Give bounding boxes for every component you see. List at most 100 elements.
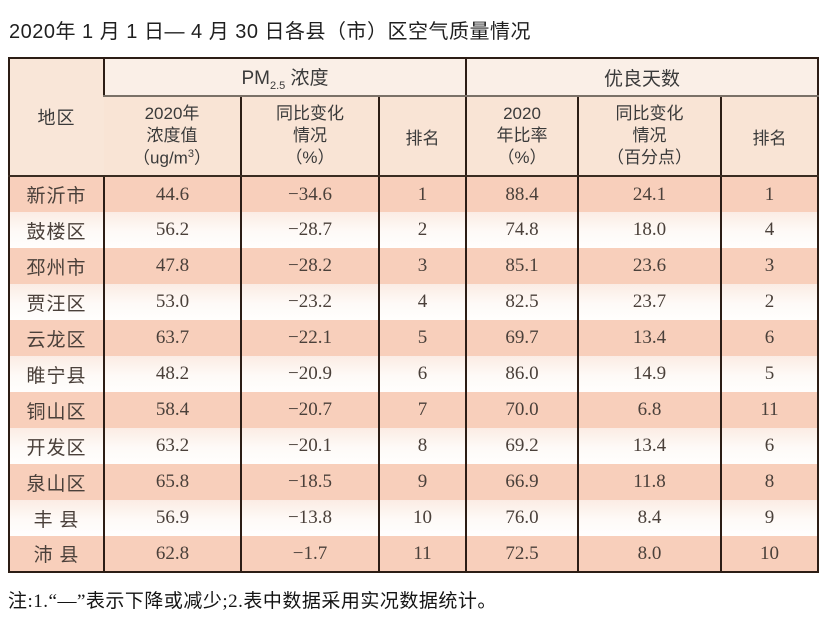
table-row: 云龙区 63.7 −22.1 5 69.7 13.4 6: [9, 320, 818, 356]
col-header-good-rate: 2020 年比率 （%）: [465, 96, 578, 177]
cell-pm-change: −23.2: [240, 284, 379, 320]
cell-pm-value: 56.2: [103, 212, 241, 248]
header-line: （%）: [497, 147, 547, 167]
cell-pm-rank: 2: [378, 212, 466, 248]
header-line: 年比率: [496, 126, 548, 146]
cell-pm-rank: 7: [378, 392, 466, 428]
cell-good-rate: 86.0: [465, 356, 578, 392]
cell-pm-value: 62.8: [103, 536, 241, 572]
col-header-region: 地区: [9, 58, 104, 177]
cell-pm-rank: 1: [378, 176, 466, 212]
cell-pm-change: −20.9: [240, 356, 379, 392]
cell-region: 新沂市: [26, 186, 87, 207]
cell-region: 鼓楼区: [26, 221, 87, 243]
cell-good-change: 8.0: [577, 536, 721, 572]
cell-pm-value: 48.2: [103, 356, 241, 392]
cell-good-rank: 9: [720, 500, 818, 536]
cell-pm-value: 56.9: [103, 500, 241, 536]
col-header-pm-change: 同比变化 情况 （%）: [240, 96, 379, 177]
cell-pm-change: −22.1: [240, 320, 379, 356]
header-group-row: 地区 PM2.5 浓度 优良天数: [9, 58, 818, 177]
cell-pm-value: 58.4: [103, 392, 241, 428]
col-group-pm25: PM2.5 浓度: [103, 58, 466, 97]
cell-pm-value: 65.8: [103, 464, 241, 500]
table-row: 贾汪区 53.0 −23.2 4 82.5 23.7 2: [9, 284, 818, 320]
pm25-subscript: 2.5: [269, 79, 286, 92]
cell-pm-rank: 4: [378, 284, 466, 320]
cell-good-rank: 5: [720, 356, 818, 392]
table-row: 睢宁县 48.2 −20.9 6 86.0 14.9 5: [9, 356, 818, 392]
cell-pm-rank: 5: [378, 320, 466, 356]
cell-good-rate: 66.9: [465, 464, 578, 500]
pm25-label-prefix: PM: [241, 67, 270, 89]
header-line: （百分点）: [607, 147, 692, 167]
cell-good-rank: 8: [720, 464, 818, 500]
air-quality-table: 地区 PM2.5 浓度 优良天数 2020年 浓度值 （ug/m3） 同比变化 …: [8, 57, 819, 573]
cell-region: 睢宁县: [26, 365, 87, 387]
cell-pm-value: 63.2: [103, 428, 241, 464]
cell-pm-rank: 6: [378, 356, 466, 392]
cell-pm-change: −34.6: [240, 176, 379, 212]
cell-pm-rank: 11: [378, 536, 466, 572]
header-sub-row: 2020年 浓度值 （ug/m3） 同比变化 情况 （%） 排名 2020 年比…: [9, 96, 818, 177]
header-line: 情况: [293, 126, 327, 146]
cell-good-change: 23.6: [577, 248, 721, 284]
header-line: 2020年: [144, 104, 200, 124]
cell-pm-value: 63.7: [103, 320, 241, 356]
cell-good-rank: 3: [720, 248, 818, 284]
footnote: 注:1.“—”表示下降或减少;2.表中数据采用实况数据统计。: [8, 591, 497, 612]
cell-pm-change: −28.2: [240, 248, 379, 284]
header-line: （ug/m3）: [104, 147, 240, 169]
cell-good-rate: 85.1: [465, 248, 578, 284]
cell-region: 泉山区: [26, 473, 87, 495]
cell-good-rank: 1: [720, 176, 818, 212]
col-header-pm-value: 2020年 浓度值 （ug/m3）: [104, 96, 241, 177]
cell-pm-rank: 3: [378, 248, 466, 284]
cell-good-rank: 10: [720, 536, 818, 572]
cell-pm-change: −20.7: [240, 392, 379, 428]
unit-suffix: ）: [193, 148, 211, 168]
cell-good-rate: 70.0: [465, 392, 578, 428]
cell-good-change: 13.4: [577, 428, 721, 464]
cell-good-rate: 88.4: [465, 176, 578, 212]
cell-pm-change: −28.7: [240, 212, 379, 248]
cell-good-rate: 69.2: [465, 428, 578, 464]
col-header-pm-rank: 排名: [378, 96, 466, 177]
cell-pm-value: 53.0: [103, 284, 241, 320]
cell-pm-change: −1.7: [240, 536, 379, 572]
cell-good-change: 18.0: [577, 212, 721, 248]
header-line: （%）: [285, 147, 335, 167]
table-row: 鼓楼区 56.2 −28.7 2 74.8 18.0 4: [9, 212, 818, 248]
cell-pm-change: −13.8: [240, 500, 379, 536]
cell-good-change: 8.4: [577, 500, 721, 536]
table-row: 开发区 63.2 −20.1 8 69.2 13.4 6: [9, 428, 818, 464]
air-table-body: 新沂市 44.6 −34.6 1 88.4 24.1 1 鼓楼区 56.2 −2…: [9, 176, 818, 572]
cell-good-change: 13.4: [577, 320, 721, 356]
cell-pm-rank: 8: [378, 428, 466, 464]
table-row: 沛 县 62.8 −1.7 11 72.5 8.0 10: [9, 536, 818, 572]
header-line: 2020: [503, 104, 541, 124]
cell-good-rank: 4: [720, 212, 818, 248]
cell-region: 丰 县: [33, 509, 80, 531]
cell-region: 开发区: [26, 437, 87, 459]
table-row: 丰 县 56.9 −13.8 10 76.0 8.4 9: [9, 500, 818, 536]
table-row: 泉山区 65.8 −18.5 9 66.9 11.8 8: [9, 464, 818, 500]
cell-region: 云龙区: [26, 329, 87, 351]
cell-good-change: 23.7: [577, 284, 721, 320]
header-line: 同比变化: [615, 104, 684, 124]
cell-good-change: 11.8: [577, 464, 721, 500]
col-header-good-rank: 排名: [720, 96, 818, 177]
cell-good-rank: 11: [720, 392, 818, 428]
cell-pm-rank: 10: [378, 500, 466, 536]
cell-pm-rank: 9: [378, 464, 466, 500]
cell-pm-value: 47.8: [103, 248, 241, 284]
page-title: 2020年 1 月 1 日— 4 月 30 日各县（市）区空气质量情况: [9, 21, 532, 43]
cell-good-change: 6.8: [577, 392, 721, 428]
unit-superscript: 3: [187, 147, 194, 160]
cell-region: 铜山区: [26, 401, 87, 423]
header-line: 情况: [632, 126, 667, 146]
table-row: 铜山区 58.4 −20.7 7 70.0 6.8 11: [9, 392, 818, 428]
cell-good-rank: 2: [720, 284, 818, 320]
cell-good-rank: 6: [720, 320, 818, 356]
pm25-label-suffix: 浓度: [285, 67, 329, 89]
